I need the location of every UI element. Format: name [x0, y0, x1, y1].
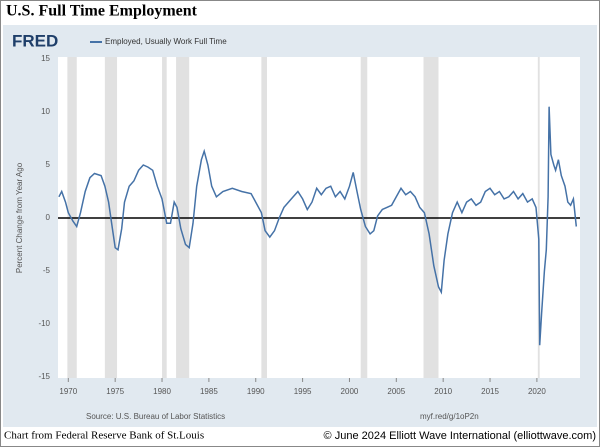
y-tick-label: 0: [46, 213, 51, 222]
footer-right: © June 2024 Elliott Wave International (…: [324, 430, 596, 442]
footer-left: Chart from Federal Reserve Bank of St.Lo…: [4, 430, 204, 442]
x-tick-label: 2020: [528, 387, 546, 396]
source: Source: U.S. Bureau of Labor Statistics: [86, 412, 225, 421]
page-title: U.S. Full Time Employment: [6, 3, 198, 20]
x-tick-label: 1975: [106, 387, 124, 396]
y-tick-label: 5: [46, 160, 51, 169]
x-tick-label: 1985: [200, 387, 218, 396]
x-tick-label: 1970: [59, 387, 77, 396]
legend-label: Employed, Usually Work Full Time: [105, 37, 227, 46]
logo: FRED: [12, 31, 58, 50]
y-tick-label: 15: [41, 54, 50, 63]
y-axis-label: Percent Change from Year Ago: [15, 162, 24, 273]
x-tick-label: 2015: [481, 387, 499, 396]
x-tick-label: 2005: [387, 387, 405, 396]
y-tick-label: 10: [41, 107, 50, 116]
x-tick-label: 1980: [153, 387, 171, 396]
series-line: [58, 106, 578, 346]
y-tick-label: -5: [43, 266, 51, 275]
x-tick-label: 1995: [294, 387, 312, 396]
x-tick-label: 2010: [434, 387, 452, 396]
link: myf.red/g/1oP2n: [420, 412, 479, 421]
x-tick-label: 1990: [247, 387, 265, 396]
x-tick-label: 2000: [341, 387, 359, 396]
y-tick-label: -15: [38, 372, 50, 381]
y-tick-label: -10: [38, 319, 50, 328]
